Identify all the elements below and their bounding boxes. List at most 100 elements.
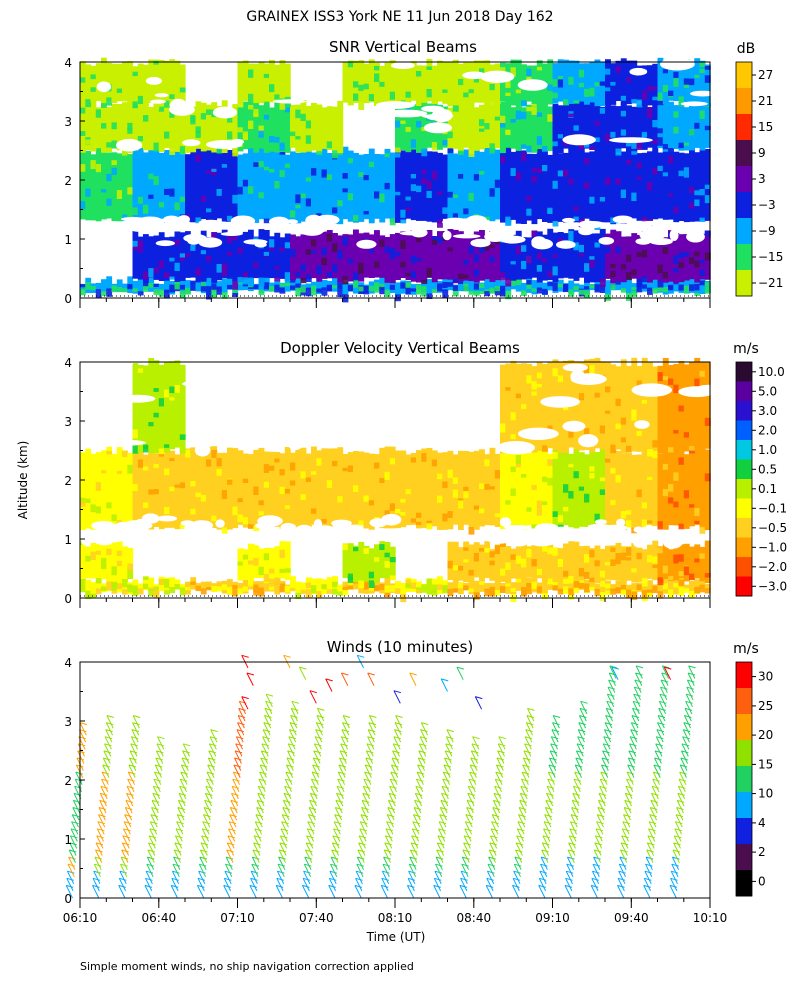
colorbar-swatch [736,381,752,402]
wind-barb-flag [552,722,560,726]
wind-barb [73,793,81,807]
heatmap-texture [185,449,191,458]
wind-barb [445,743,453,757]
wind-barb [571,807,579,821]
wind-barb-flag [579,715,587,718]
heatmap-cell [521,237,527,280]
wind-barb-flag [175,828,184,832]
wind-barb [365,750,374,764]
heatmap-texture [300,286,307,293]
wind-barb-flag [128,771,136,775]
heatmap-texture [143,284,149,292]
heatmap-texture [405,579,412,587]
heatmap-texture [515,172,522,181]
wind-barb-flag [280,835,288,839]
heatmap-texture [584,88,590,97]
wind-barb [227,835,235,849]
wind-barb-flag [70,828,79,832]
wind-barb [525,722,533,736]
heatmap-texture [521,100,527,107]
heatmap-texture [305,274,312,282]
heatmap-texture [652,564,659,569]
wind-barb [226,842,235,856]
heatmap-texture [410,67,417,75]
heatmap-cell [374,62,380,106]
wind-barb-flag [94,856,103,860]
wind-barb [301,885,310,899]
heatmap-cell [405,65,412,103]
heatmap-texture [704,184,711,189]
heatmap-cell [510,548,517,579]
wind-barb-flag [489,849,497,853]
heatmap-cell [526,453,533,526]
heatmap-texture [442,140,449,146]
wind-barb [625,786,633,800]
wind-barb-flag [471,743,480,747]
heatmap-cell [563,103,569,149]
heatmap-cell [594,583,601,592]
heatmap-texture [610,559,617,566]
wind-barb-flag [384,849,392,853]
wind-barb [152,786,161,800]
wind-barb [176,814,184,828]
wind-barb-flag [251,863,259,867]
wind-barb [645,856,653,870]
heatmap-cell [652,366,659,449]
wind-barb-flag [69,849,77,853]
heatmap-texture [631,151,638,155]
wind-barb [171,870,180,885]
heatmap-texture [169,276,176,280]
wind-barb-flag [658,707,666,711]
heatmap-texture [200,283,207,292]
heatmap-cell [400,99,407,151]
heatmap-texture [290,210,296,218]
heatmap-texture [321,257,328,266]
heatmap-cell [578,63,585,102]
wind-barb-flag [265,693,274,697]
wind-barb [573,778,581,793]
heatmap-cell [463,62,470,102]
heatmap-cell [510,151,517,220]
wind-barb [512,878,520,892]
wind-barb [462,849,470,863]
heatmap-texture [395,252,401,257]
wind-barb-flag [648,821,657,825]
heatmap-cell [305,149,312,222]
wind-barb [466,807,474,821]
heatmap-texture [641,519,648,527]
wind-barb-flag [463,842,471,846]
wind-barb-flag [304,863,312,867]
missing-data-gap [193,532,222,541]
heatmap-texture [431,584,438,593]
wind-barb-flag [415,792,423,796]
heatmap-cell [437,231,443,280]
colorbar-tick-label: 10.0 [758,365,785,379]
wind-barb [289,722,297,736]
heatmap-texture [437,236,443,244]
heatmap-texture [636,141,643,150]
wind-barb [572,786,581,800]
heatmap-texture [610,284,617,290]
wind-barb [313,743,322,757]
heatmap-cell [174,60,181,107]
heatmap-cell [85,103,92,151]
heatmap-texture [300,471,307,479]
heatmap-cell [169,361,176,450]
heatmap-cell [284,541,291,580]
heatmap-texture [626,510,632,515]
heatmap-cell [353,545,359,583]
heatmap-texture [101,470,107,474]
heatmap-texture [458,150,464,155]
heatmap-cell [305,283,312,290]
heatmap-cell [452,59,459,106]
wind-barb [406,885,415,899]
heatmap-texture [447,589,454,597]
heatmap-cell [542,103,548,152]
wind-barb [123,828,131,842]
heatmap-texture [547,282,554,287]
colorbar-tick-label: 15 [758,757,773,771]
heatmap-texture [689,202,695,209]
heatmap-texture [500,542,506,547]
wind-barb-flag [673,842,681,846]
missing-data-gap [215,519,225,528]
